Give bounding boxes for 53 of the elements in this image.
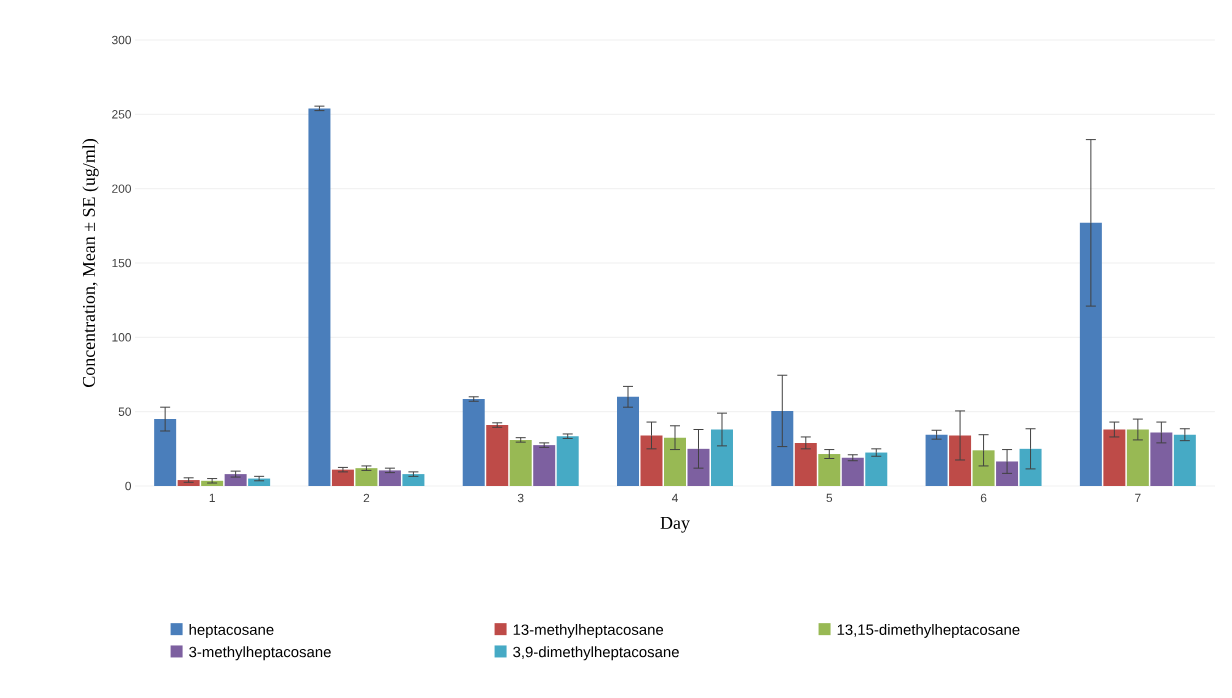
- y-tick-label: 200: [112, 184, 132, 193]
- bar: [308, 108, 331, 486]
- bar: [355, 468, 378, 486]
- bar: [486, 425, 509, 486]
- bar: [640, 435, 663, 486]
- x-tick-label: 2: [363, 493, 370, 503]
- x-tick-label: 3: [517, 493, 524, 503]
- bar: [972, 450, 995, 486]
- y-axis-title: Concentration, Mean ± SE (ug/ml): [82, 139, 99, 387]
- bar: [925, 434, 948, 486]
- bar: [1173, 434, 1196, 486]
- y-tick-label: 150: [112, 258, 132, 268]
- x-tick-label: 4: [671, 493, 678, 502]
- y-tick-label: 0: [125, 481, 132, 491]
- bar: [1103, 429, 1126, 486]
- legend-label: 13,15-dimethylheptacosane: [837, 623, 1020, 638]
- bar: [402, 474, 425, 486]
- y-tick-label: 100: [112, 333, 132, 342]
- x-tick-label: 6: [980, 493, 987, 503]
- bar: [462, 399, 485, 486]
- legend-label: 3,9-dimethylheptacosane: [513, 646, 679, 661]
- legend-label: 3-methylheptacosane: [189, 646, 331, 661]
- legend-label: heptacosane: [189, 623, 274, 638]
- bar: [996, 461, 1019, 486]
- y-tick-label: 250: [112, 110, 132, 119]
- y-tick-label: 300: [111, 35, 132, 45]
- bar: [794, 442, 817, 486]
- bar: [556, 436, 579, 486]
- bar: [509, 439, 532, 486]
- bar: [664, 437, 686, 486]
- y-tick-label: 50: [118, 407, 132, 416]
- bar: [771, 410, 794, 486]
- bar: [841, 457, 864, 486]
- bar: [617, 396, 640, 486]
- bar: [949, 435, 972, 486]
- bar: [177, 480, 200, 486]
- bar: [533, 445, 556, 486]
- x-tick-label: 1: [209, 493, 215, 502]
- bar: [378, 470, 401, 486]
- bar: [865, 452, 888, 486]
- x-tick-label: 5: [826, 493, 833, 503]
- bar: [710, 429, 733, 486]
- bar: [1126, 429, 1149, 486]
- bar: [1150, 432, 1173, 486]
- bar: [154, 419, 177, 486]
- bar: [1079, 222, 1102, 486]
- x-axis-title: Day: [660, 517, 690, 533]
- bar: [331, 469, 354, 486]
- bar: [818, 454, 841, 486]
- bar: [224, 474, 247, 486]
- x-tick-label: 7: [1135, 493, 1141, 502]
- legend-label: 13-methylheptacosane: [513, 623, 664, 638]
- bar: [248, 478, 271, 486]
